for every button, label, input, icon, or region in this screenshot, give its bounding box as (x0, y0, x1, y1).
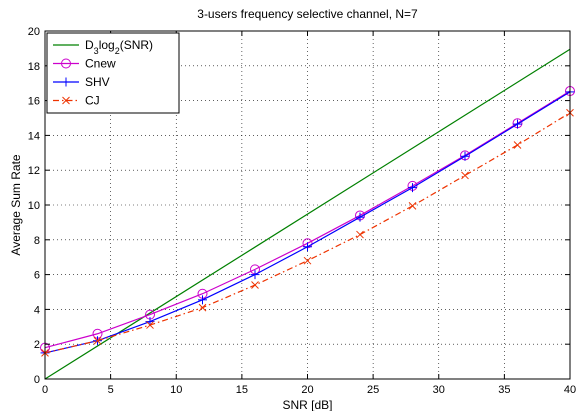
series-3-point-b (146, 321, 154, 329)
legend-text-part: (SNR) (120, 38, 153, 52)
series-3-point-b (251, 281, 259, 289)
series-3-point-b (356, 230, 364, 239)
legend-subscript: 2 (115, 46, 120, 56)
legend-text-part: D (85, 38, 94, 52)
y-tick-label: 4 (34, 304, 40, 316)
legend-label-2: SHV (85, 75, 110, 89)
x-tick-label: 0 (42, 384, 48, 396)
series-3-point-b (408, 202, 417, 210)
chart-title: 3-users frequency selective channel, N=7 (197, 7, 418, 21)
x-tick-label: 30 (433, 384, 445, 396)
series-2-point (460, 151, 470, 161)
series-3-point (198, 303, 207, 312)
series-3-point (146, 321, 154, 329)
series-3-point-b (198, 303, 207, 312)
series-3-point (408, 202, 417, 210)
legend-marker-1 (61, 58, 71, 69)
series-3-point-b (461, 171, 469, 180)
series-3-point (303, 256, 312, 265)
series-3-point-b (513, 141, 522, 149)
legend-marker-3-b (62, 96, 70, 105)
y-tick-label: 12 (28, 165, 40, 177)
y-tick-label: 0 (34, 374, 40, 386)
series-0 (44, 48, 571, 380)
y-axis-label: Average Sum Rate (9, 154, 23, 255)
legend-subscript: 3 (94, 46, 99, 56)
series-2-point (250, 270, 260, 280)
x-tick-label: 35 (498, 384, 510, 396)
series-2-point (355, 212, 365, 222)
x-tick-label: 40 (564, 384, 576, 396)
y-tick-label: 20 (28, 26, 40, 38)
legend-box (46, 32, 180, 114)
x-tick-label: 5 (108, 384, 114, 396)
series-3-point (251, 281, 259, 289)
x-tick-label: 25 (367, 384, 379, 396)
legend-marker-3 (62, 96, 70, 105)
series-2-point (513, 119, 522, 129)
y-tick-label: 6 (34, 270, 40, 282)
legend-text-part: log (99, 38, 115, 52)
series-layer (40, 48, 575, 380)
legend-label-3: CJ (85, 94, 100, 108)
y-tick-label: 10 (28, 200, 40, 212)
y-tick-label: 14 (28, 130, 40, 142)
series-3-point (513, 141, 522, 149)
series-3-point-b (93, 336, 102, 345)
y-tick-label: 18 (28, 61, 40, 73)
x-tick-label: 20 (301, 384, 313, 396)
series-3-point (356, 230, 364, 239)
series-2-point (198, 295, 207, 305)
series-3-point (461, 171, 469, 180)
legend-label-1: Cnew (85, 57, 116, 71)
x-tick-label: 15 (236, 384, 248, 396)
y-tick-label: 8 (34, 235, 40, 247)
y-tick-label: 2 (34, 339, 40, 351)
series-2-point (408, 183, 417, 193)
x-tick-label: 10 (170, 384, 182, 396)
y-tick-label: 16 (28, 96, 40, 108)
ticks: 0 5 10 15 20 25 30 35 40 0 2 4 6 8 10 12 14 16 18 20 (28, 26, 576, 396)
series-3-point (93, 336, 102, 345)
legend-marker-2 (61, 77, 71, 87)
legend-label-0: D3log2(SNR) (85, 38, 153, 56)
series-3-point-b (303, 256, 312, 265)
series-2-point (303, 242, 312, 252)
x-axis-label: SNR [dB] (282, 398, 332, 411)
series-line-0 (44, 48, 571, 380)
